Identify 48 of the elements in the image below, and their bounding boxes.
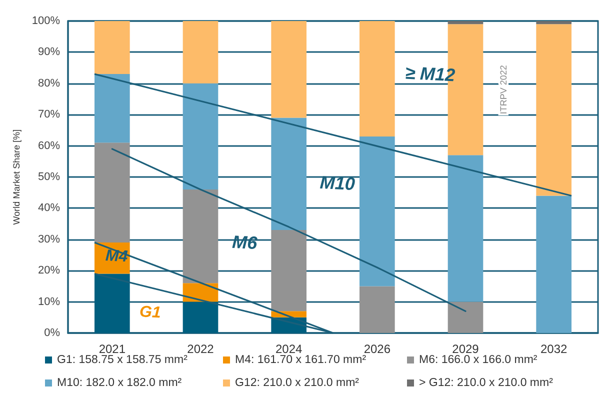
bar [94,142,130,243]
bar [536,24,572,196]
y-tick-label: 70% [38,108,60,121]
y-tick-label: 60% [38,140,60,152]
annotation: ≥ M12 [404,62,456,86]
y-tick-label: 50% [38,171,60,183]
annotation: G1 [139,304,162,322]
legend-label: G12: 210.0 x 210.0 mm² [235,377,360,389]
x-tick-label: 2022 [187,342,214,356]
y-tick-label: 0% [44,327,60,339]
bar [182,83,218,190]
y-tick-label: 20% [38,264,60,277]
legend-label: M10: 182.0 x 182.0 mm² [57,377,182,389]
bar [360,286,395,333]
bar [182,302,218,333]
x-tick-label: 2032 [540,342,568,356]
y-axis-title: World Market Share [%] [11,129,22,225]
bar [448,302,484,333]
bar [448,21,484,24]
x-tick-label: 2026 [364,342,391,356]
x-tick-label: 2029 [452,342,480,356]
y-tick-label: 80% [38,77,60,90]
bar [94,274,130,333]
annotation: ITRPV 2022 [498,65,508,114]
legend-label: > G12: 210.0 x 210.0 mm² [419,377,554,389]
x-tick-label: 2021 [98,342,126,356]
bar [360,136,395,286]
bar [182,189,218,284]
bar [448,155,484,302]
y-tick-label: 30% [38,233,60,246]
y-tick-label: 90% [38,46,60,58]
legend-label: G1: 158.75 x 158.75 mm² [57,354,188,366]
bar [182,21,218,84]
legend-label: M4: 161.70 x 161.70 mm² [235,354,366,366]
y-tick-label: 100% [32,15,60,27]
bar [536,196,572,333]
bar [536,21,572,24]
y-tick-label: 40% [38,202,60,214]
annotation: M10 [319,172,356,194]
bar [94,21,130,74]
bar [360,21,395,136]
bar [271,230,306,312]
legend-label: M6: 166.0 x 166.0 mm² [419,354,538,366]
x-tick-label: 2024 [275,342,303,356]
bar [94,74,130,143]
bar [271,118,306,230]
bar [271,21,306,118]
y-tick-label: 10% [38,296,60,308]
